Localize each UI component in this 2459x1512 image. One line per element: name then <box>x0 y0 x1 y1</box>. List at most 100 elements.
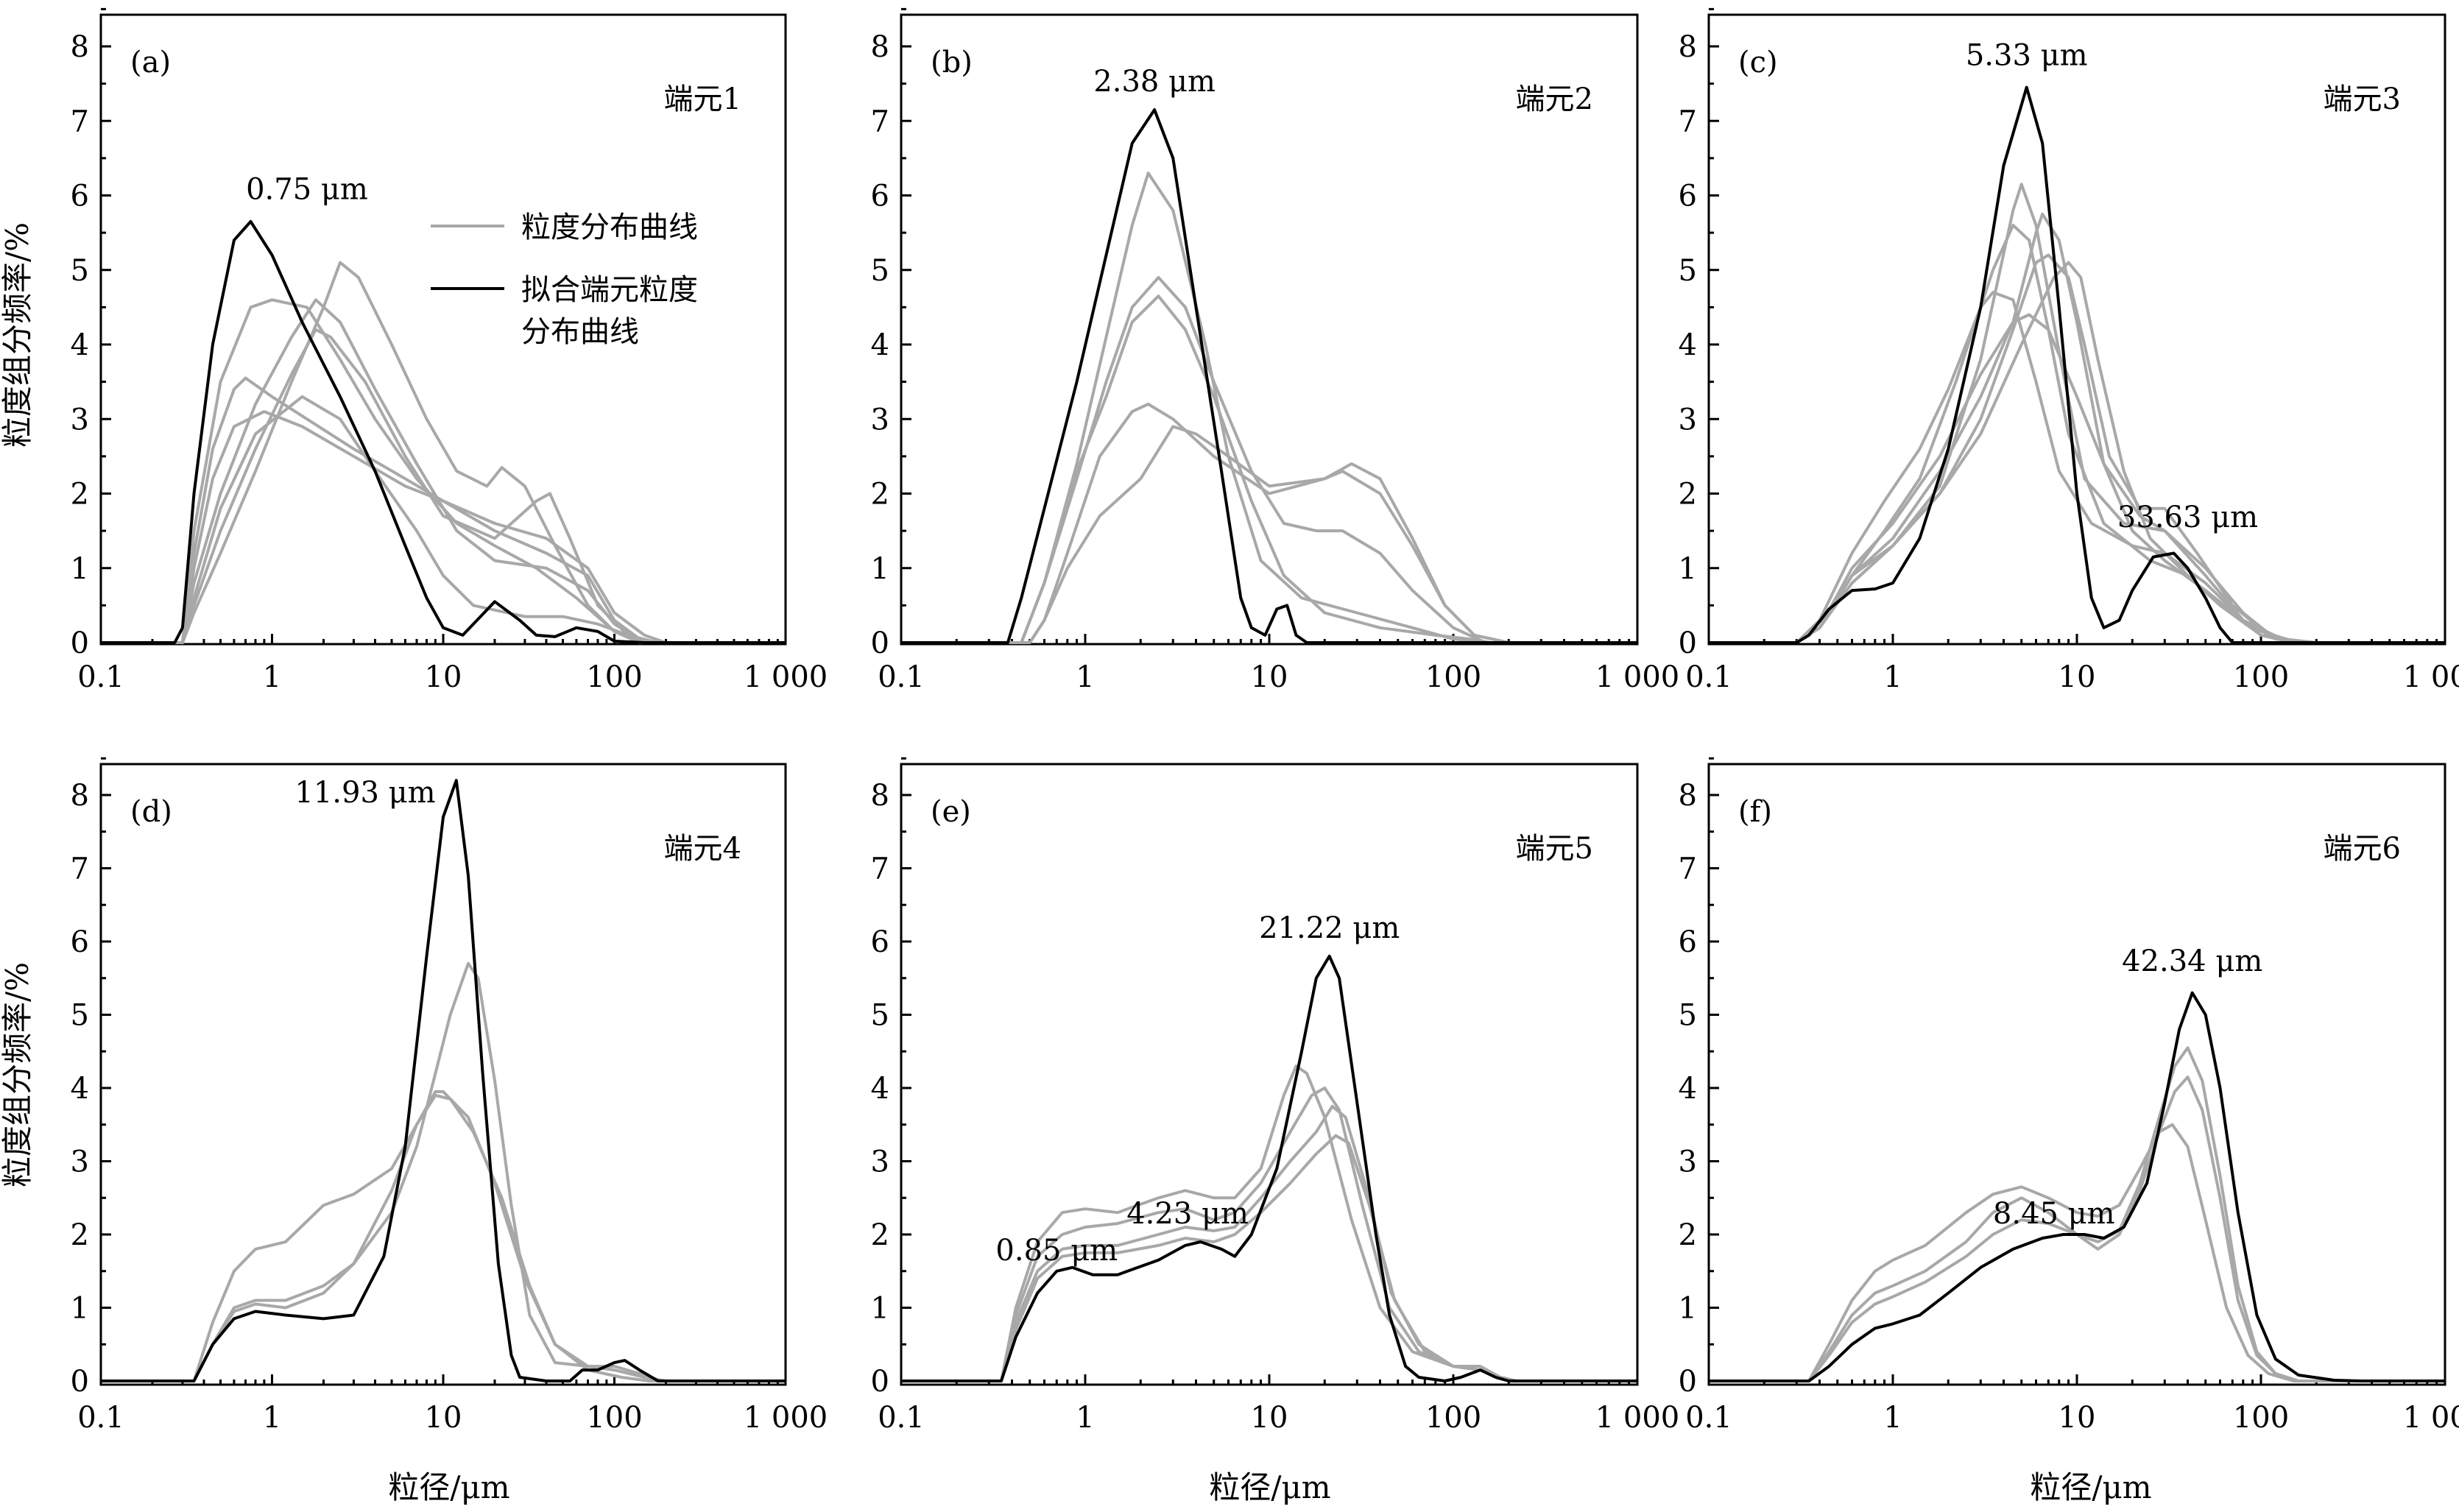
y-tick-label: 6 <box>1679 925 1697 959</box>
endmember-fit-curve <box>901 108 1637 644</box>
endmember-fit-curve <box>1709 85 2445 644</box>
endmember-label: 端元6 <box>2324 832 2401 866</box>
y-tick-label: 0 <box>1679 626 1697 660</box>
grain-size-curve <box>1709 212 2445 644</box>
x-tick-label: 0.1 <box>878 660 925 694</box>
y-tick-label: 2 <box>871 478 889 512</box>
x-axis-label-middle: 粒径/μm <box>1209 1469 1330 1505</box>
y-tick-label: 5 <box>1679 999 1697 1033</box>
y-tick-label: 0 <box>871 1365 889 1399</box>
x-tick-label: 1 000 <box>744 660 828 694</box>
grain-size-curve <box>101 376 786 644</box>
y-tick-label: 7 <box>71 852 89 886</box>
panel-label: (d) <box>130 795 172 829</box>
y-tick-label: 5 <box>871 254 889 288</box>
x-tick-label: 10 <box>2058 660 2096 694</box>
peak-annotation: 0.85 μm <box>995 1234 1118 1268</box>
grain-size-curve <box>901 1134 1637 1382</box>
y-tick-label: 0 <box>71 1365 89 1399</box>
y-tick-label: 4 <box>71 328 89 362</box>
panel-label: (b) <box>931 46 973 80</box>
grain-size-curve <box>1709 1046 2445 1382</box>
x-tick-label: 10 <box>425 1401 462 1435</box>
panel-3: 0 1 2 3 4 5 6 7 8 0.1 1 10 100 1 000 (c) 端元3 5.33 μm 33.6… <box>1679 7 2459 694</box>
x-tick-label: 1 000 <box>2403 1401 2459 1435</box>
x-tick-label: 0.1 <box>77 1401 124 1435</box>
y-tick-label: 4 <box>871 1072 889 1106</box>
x-tick-label: 100 <box>1425 1401 1481 1435</box>
endmember-label: 端元3 <box>2324 82 2401 116</box>
y-tick-label: 1 <box>871 1292 889 1326</box>
y-tick-label: 7 <box>71 105 89 138</box>
grain-size-curve <box>101 395 786 644</box>
grain-size-curve <box>901 275 1637 644</box>
y-tick-label: 8 <box>1679 30 1697 64</box>
x-tick-label: 10 <box>2058 1401 2096 1435</box>
panel-6: 0 1 2 3 4 5 6 7 8 0.1 1 10 100 1 000 (f) 端元6 42.34 μm 8.4… <box>1679 757 2459 1435</box>
x-axis-label-right: 粒径/μm <box>2030 1469 2151 1505</box>
peak-annotation: 0.75 μm <box>246 173 368 207</box>
x-tick-label: 1 000 <box>2403 660 2459 694</box>
panel-1: 0 1 2 3 4 5 6 7 8 0.1 1 10 100 1 000 (a) 端元1 0.75 μm <box>71 7 828 694</box>
x-tick-label: 1 000 <box>744 1401 828 1435</box>
y-tick-label: 4 <box>1679 328 1697 362</box>
endmember-label: 端元5 <box>1516 832 1593 866</box>
panel-label: (a) <box>130 46 171 80</box>
x-axis-label-left: 粒径/μm <box>388 1469 509 1505</box>
y-tick-label: 1 <box>871 552 889 586</box>
y-tick-label: 5 <box>71 999 89 1033</box>
grain-size-curve <box>1709 183 2445 644</box>
endmember-fit-curve <box>101 779 786 1382</box>
grain-size-curve <box>901 294 1637 644</box>
grain-size-curve <box>101 1094 786 1382</box>
legend-fit-label-line2: 分布曲线 <box>521 315 639 349</box>
x-tick-label: 1 000 <box>1595 1401 1680 1435</box>
peak-annotation: 8.45 μm <box>1993 1197 2115 1231</box>
y-tick-label: 0 <box>1679 1365 1697 1399</box>
x-tick-label: 1 <box>1076 660 1094 694</box>
y-tick-label: 5 <box>1679 254 1697 288</box>
x-tick-label: 0.1 <box>878 1401 925 1435</box>
grain-size-curve <box>101 961 786 1382</box>
y-tick-label: 1 <box>1679 1292 1697 1326</box>
y-tick-label: 1 <box>71 1292 89 1326</box>
y-tick-label: 7 <box>1679 105 1697 138</box>
grain-size-curve <box>1709 1123 2445 1382</box>
y-tick-label: 3 <box>1679 1145 1697 1179</box>
x-tick-label: 100 <box>2233 1401 2289 1435</box>
grain-size-curve <box>101 328 786 644</box>
y-tick-label: 8 <box>71 30 89 64</box>
peak-annotation: 2.38 μm <box>1093 65 1216 99</box>
y-axis-label-top: 粒度组分频率/% <box>0 222 35 448</box>
grain-size-curve <box>101 410 786 644</box>
grain-size-curve <box>901 172 1637 644</box>
y-tick-label: 0 <box>871 626 889 660</box>
panel-2: 0 1 2 3 4 5 6 7 8 0.1 1 10 100 1 000 (b) 端元2 2.38 μm <box>871 7 1679 694</box>
grain-size-curve <box>1709 253 2445 644</box>
y-tick-label: 3 <box>871 1145 889 1179</box>
x-tick-label: 0.1 <box>1685 660 1732 694</box>
y-tick-label: 7 <box>1679 852 1697 886</box>
y-tick-label: 3 <box>1679 403 1697 437</box>
endmember-label: 端元1 <box>664 82 741 116</box>
peak-annotation: 5.33 μm <box>1966 38 2088 72</box>
legend-grey-label: 粒度分布曲线 <box>521 211 698 244</box>
grain-size-curve <box>1709 291 2445 644</box>
grain-size-curve <box>101 298 786 644</box>
y-tick-label: 6 <box>71 180 89 213</box>
y-tick-label: 1 <box>71 552 89 586</box>
x-tick-label: 100 <box>586 1401 642 1435</box>
x-tick-label: 100 <box>586 660 642 694</box>
x-tick-label: 10 <box>1251 660 1288 694</box>
y-tick-label: 8 <box>71 779 89 813</box>
x-tick-label: 1 <box>1883 1401 1902 1435</box>
y-tick-label: 6 <box>871 925 889 959</box>
grain-size-curve <box>101 1090 786 1382</box>
peak-annotation: 42.34 μm <box>2122 944 2262 978</box>
endmember-label: 端元2 <box>1516 82 1593 116</box>
peak-annotation: 4.23 μm <box>1126 1197 1249 1231</box>
x-tick-label: 100 <box>1425 660 1481 694</box>
y-tick-label: 0 <box>71 626 89 660</box>
y-tick-label: 8 <box>871 779 889 813</box>
